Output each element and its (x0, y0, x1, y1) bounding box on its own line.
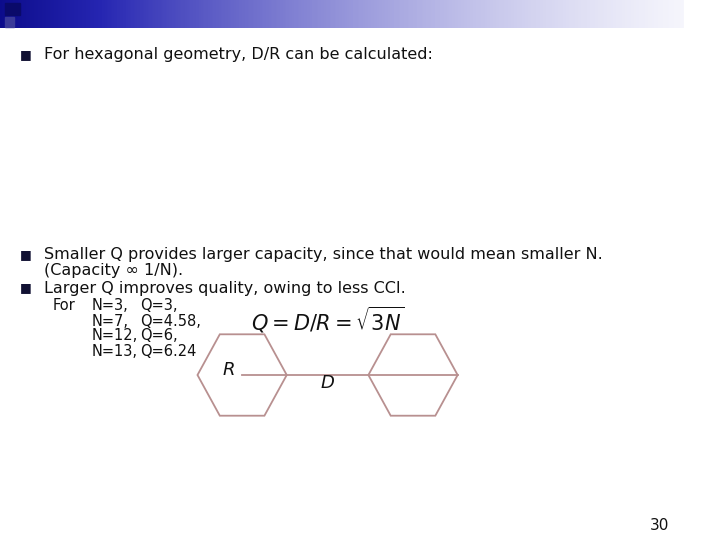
Text: Q=6.24: Q=6.24 (140, 343, 197, 359)
Text: Q=4.58,: Q=4.58, (140, 314, 202, 328)
Text: For: For (53, 299, 75, 314)
Text: $D$: $D$ (320, 374, 335, 392)
Text: (Capacity ∞ 1/N).: (Capacity ∞ 1/N). (44, 262, 183, 278)
Bar (5, 3, 20, 15)
Bar (5, 17, 14, 27)
Text: For hexagonal geometry, D/R can be calculated:: For hexagonal geometry, D/R can be calcu… (44, 48, 433, 63)
Text: ■: ■ (19, 49, 32, 62)
Text: Q=6,: Q=6, (140, 328, 178, 343)
Text: Larger Q improves quality, owing to less CCI.: Larger Q improves quality, owing to less… (44, 280, 405, 295)
Text: ■: ■ (19, 281, 32, 294)
Text: Smaller Q provides larger capacity, since that would mean smaller N.: Smaller Q provides larger capacity, sinc… (44, 247, 603, 262)
Text: Q=3,: Q=3, (140, 299, 178, 314)
Polygon shape (369, 334, 458, 416)
Text: 30: 30 (650, 517, 670, 532)
Text: N=3,: N=3, (92, 299, 129, 314)
Text: $R$: $R$ (222, 361, 235, 379)
Text: N=13,: N=13, (92, 343, 138, 359)
Text: N=7,: N=7, (92, 314, 129, 328)
Text: ■: ■ (19, 248, 32, 261)
Text: N=12,: N=12, (92, 328, 138, 343)
Polygon shape (197, 334, 287, 416)
Text: $Q = D / R = \sqrt{3N}$: $Q = D / R = \sqrt{3N}$ (251, 305, 404, 335)
